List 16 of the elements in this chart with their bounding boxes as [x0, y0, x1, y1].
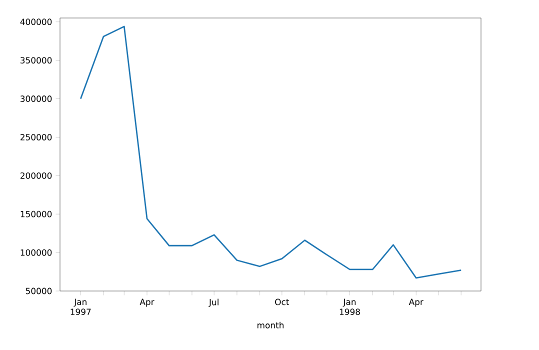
y-tick-label: 50000 — [26, 288, 52, 294]
y-tick-label: 350000 — [20, 57, 52, 64]
y-tick-label: 150000 — [20, 210, 52, 218]
x-tick-label: Apr — [408, 298, 424, 307]
x-tick-label: Jan 1997 — [70, 298, 91, 316]
line-series — [80, 26, 462, 279]
y-tick-label: 300000 — [20, 96, 52, 102]
x-tick-label: Jul — [208, 298, 218, 307]
y-tick-label: 100000 — [20, 249, 52, 256]
x-axis-title: month — [258, 322, 284, 328]
y-tick-label: 400000 — [20, 18, 52, 26]
x-tick-label: Apr — [140, 298, 154, 307]
x-tick-label: Oct — [275, 298, 290, 306]
x-tick-label: Jan 1998 — [340, 298, 360, 316]
y-tick-label: 200000 — [20, 172, 52, 179]
y-tick-label: 250000 — [20, 134, 52, 140]
